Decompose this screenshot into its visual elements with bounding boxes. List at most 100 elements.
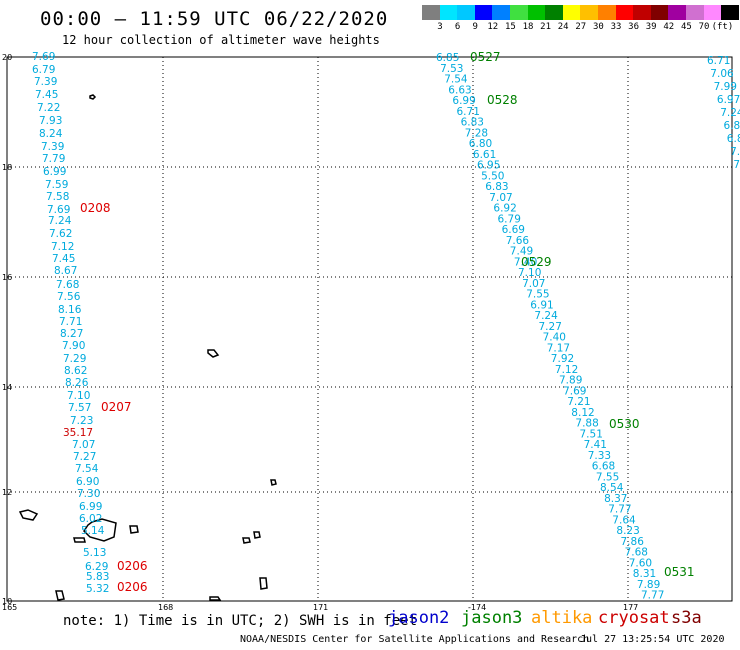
swh-value: 8.16 [58, 304, 82, 316]
colorbar-cell [703, 5, 722, 20]
swh-value: 7.54 [75, 463, 99, 475]
colorbar-cell [650, 5, 669, 20]
swh-value: 7.55 [596, 471, 619, 483]
swh-value: 7.69 [32, 51, 55, 63]
swh-value: 7.88 [575, 418, 598, 430]
swh-value: 8.31 [633, 568, 656, 580]
swh-value: 7.45 [52, 253, 75, 265]
swh-value: 7.92 [551, 353, 574, 365]
swh-value: 6.95 [477, 160, 500, 172]
swh-value: 7.07 [489, 192, 512, 204]
swh-value: 7.17 [547, 342, 570, 354]
swh-value: 7.68 [625, 547, 648, 559]
colorbar-label: 24 [557, 22, 569, 32]
swh-value: 7.64 [612, 514, 636, 526]
cryosat-pass-label: 0208 [80, 201, 111, 215]
swh-value: 5.83 [86, 571, 109, 583]
swh-value: 8.26 [65, 377, 89, 389]
colorbar-cell [721, 5, 739, 20]
swh-value: 7.27 [539, 321, 562, 333]
swh-value: 8.12 [571, 407, 594, 419]
island-outline [73, 537, 86, 543]
colorbar-cell [422, 5, 440, 20]
swh-value: 7.41 [584, 439, 607, 451]
swh-value: 7.66 [506, 235, 530, 247]
latitude-label: 18 [2, 163, 12, 172]
swh-value: 5.50 [481, 170, 504, 182]
colorbar-cell [509, 5, 528, 20]
credit-text: NOAA/NESDIS Center for Satellite Applica… [240, 634, 590, 645]
swh-value: 7.56 [57, 291, 81, 303]
jason3-pass-label: 0530 [609, 417, 640, 431]
swh-value: 7.24 [720, 107, 740, 119]
swh-value: 7.79 [42, 153, 65, 165]
colorbar-cell [633, 5, 651, 20]
longitude-label: 165 [2, 603, 17, 612]
jason3-pass-label: 0527 [470, 50, 501, 64]
island-outline [242, 537, 251, 544]
swh-value: 7.10 [518, 267, 541, 279]
track-west: 7.696.797.397.457.227.938.247.397.796.99… [32, 51, 109, 595]
swh-value: 7.60 [629, 557, 652, 569]
swh-value: 6.90 [76, 476, 99, 488]
colorbar-label: 12 [487, 22, 499, 32]
island-outline [253, 531, 261, 539]
cryosat-pass-label: 0206 [117, 559, 148, 573]
swh-value: 7.30 [77, 488, 100, 500]
swh-value: 7.69 [563, 385, 586, 397]
swh-value: 8.62 [64, 365, 87, 377]
map-subtitle: 12 hour collection of altimeter wave hei… [62, 33, 380, 47]
swh-value: 6.83 [461, 117, 484, 129]
swh-value: 8.23 [616, 525, 639, 537]
swh-value: 7.40 [543, 332, 566, 344]
swh-value: 7.21 [567, 396, 590, 408]
longitude-label: 171 [313, 603, 328, 612]
swh-value: 7.29 [63, 353, 86, 365]
swh-value: 7.59 [45, 179, 68, 191]
colorbar-label: 45 [680, 22, 692, 32]
swh-value: 7.93 [39, 115, 62, 127]
swh-value: 6.80 [469, 138, 492, 150]
swh-value: 7.22 [37, 102, 60, 114]
colorbar-cell [527, 5, 546, 20]
colorbar-cell [580, 5, 598, 20]
island-outlines [18, 94, 277, 601]
swh-value: 7.51 [580, 428, 603, 440]
swh-value: 6.83 [485, 181, 508, 193]
island-outline [259, 577, 268, 590]
swh-value: 8.67 [54, 265, 77, 277]
swh-value: 7.71 [59, 316, 82, 328]
cryosat-pass-label: 0207 [101, 400, 132, 414]
note-text: note: 1) Time is in UTC; 2) SWH is in fe… [63, 613, 418, 629]
latitude-labels: 20 18 16 14 12 10 [2, 53, 12, 606]
swh-value: 6.99 [79, 501, 102, 513]
colorbar-label: 36 [628, 22, 640, 32]
colorbar-cell [439, 5, 458, 20]
swh-value: 7.57 [68, 402, 91, 414]
island-outline [270, 479, 277, 486]
colorbar-label: 39 [645, 22, 657, 32]
swh-value: 6.63 [448, 84, 471, 96]
swh-value: 7.10 [67, 390, 90, 402]
colorbar-cell [668, 5, 686, 20]
map-frame [6, 56, 733, 602]
swh-value: 6.99 [452, 95, 475, 107]
swh-value: 5.13 [83, 547, 106, 559]
swh-value: 7.45 [35, 89, 58, 101]
swh-value: 7.12 [555, 364, 578, 376]
swh-value: 7.62 [49, 228, 72, 240]
map-title: 00:00 – 11:59 UTC 06/22/2020 [40, 8, 389, 30]
swh-value: 6.71 [707, 55, 730, 67]
swh-value: 7.28 [465, 127, 488, 139]
swh-value: 7.07 [72, 439, 95, 451]
colorbar-label: 9 [472, 22, 478, 32]
swh-value: 7.24 [534, 310, 558, 322]
swh-value: 6.8 [724, 120, 740, 132]
latitude-label: 12 [2, 488, 12, 497]
swh-value: 7.55 [526, 289, 549, 301]
colorbar-cell [474, 5, 493, 20]
island-outline [89, 94, 97, 100]
island-outline [129, 525, 139, 534]
swh-value: 7.33 [588, 450, 611, 462]
